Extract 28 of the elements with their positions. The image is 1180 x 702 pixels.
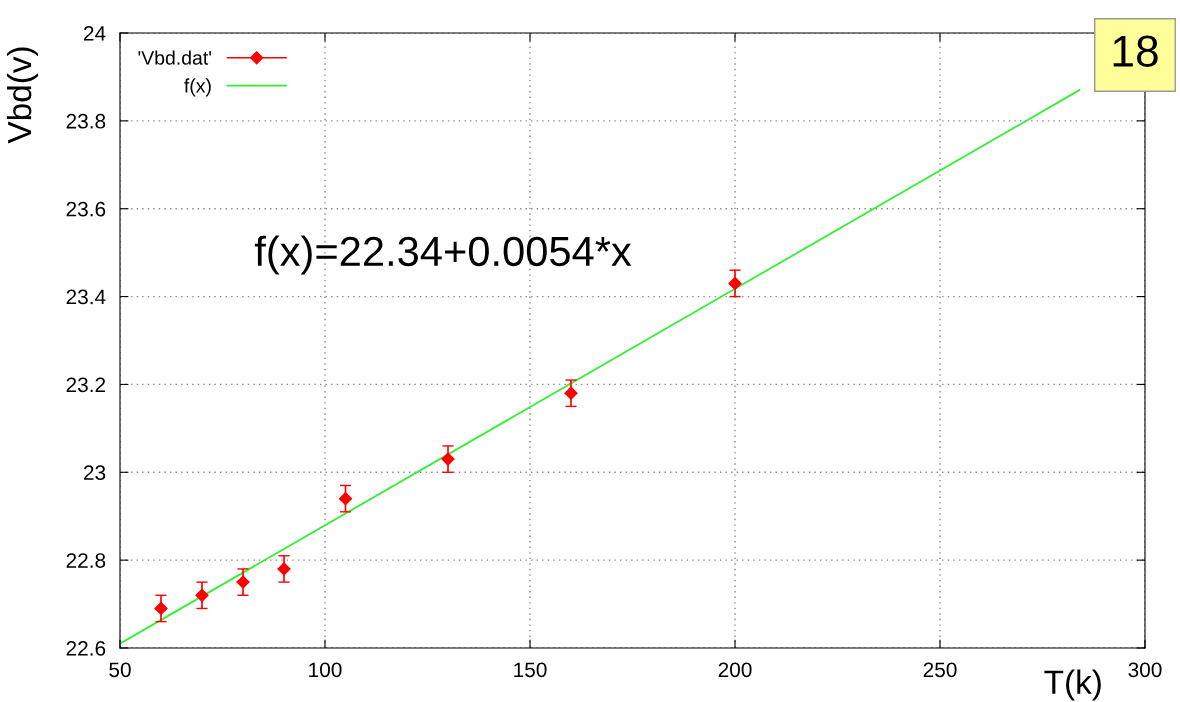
y-tick-label: 23.2: [66, 377, 106, 393]
point: [338, 492, 353, 506]
y-tick-label: 23: [83, 465, 106, 481]
y-tick-label: 23.6: [66, 201, 106, 217]
point: [195, 588, 209, 602]
legend-label: 'Vbd.dat': [138, 50, 211, 65]
y-tick-label: 22.6: [66, 641, 106, 656]
y-axis-title: Vbd(v): [6, 47, 38, 144]
point: [277, 562, 291, 576]
x-tick-label: 150: [514, 662, 547, 678]
x-axis-title: T(k): [1044, 669, 1101, 701]
annotation: f(x)=22.34+0.0054*x: [254, 235, 632, 275]
x-tick-label: 250: [923, 662, 957, 678]
x-tick-label: 50: [109, 662, 131, 678]
y-tick-label: 23.8: [66, 113, 106, 129]
y-tick-label: 23.4: [66, 289, 106, 305]
point: [154, 601, 168, 616]
point: [728, 276, 742, 290]
x-tick-label: 200: [718, 662, 752, 678]
annotation: 18: [1113, 35, 1158, 67]
point: [236, 575, 250, 589]
legend-label: f(x): [184, 78, 211, 97]
point: [441, 452, 455, 466]
y-tick-label: 24: [83, 26, 106, 41]
x-tick-label: 100: [309, 662, 342, 678]
y-tick-label: 22.8: [66, 553, 106, 568]
point: [564, 386, 578, 400]
x-tick-label: 300: [1128, 662, 1162, 678]
